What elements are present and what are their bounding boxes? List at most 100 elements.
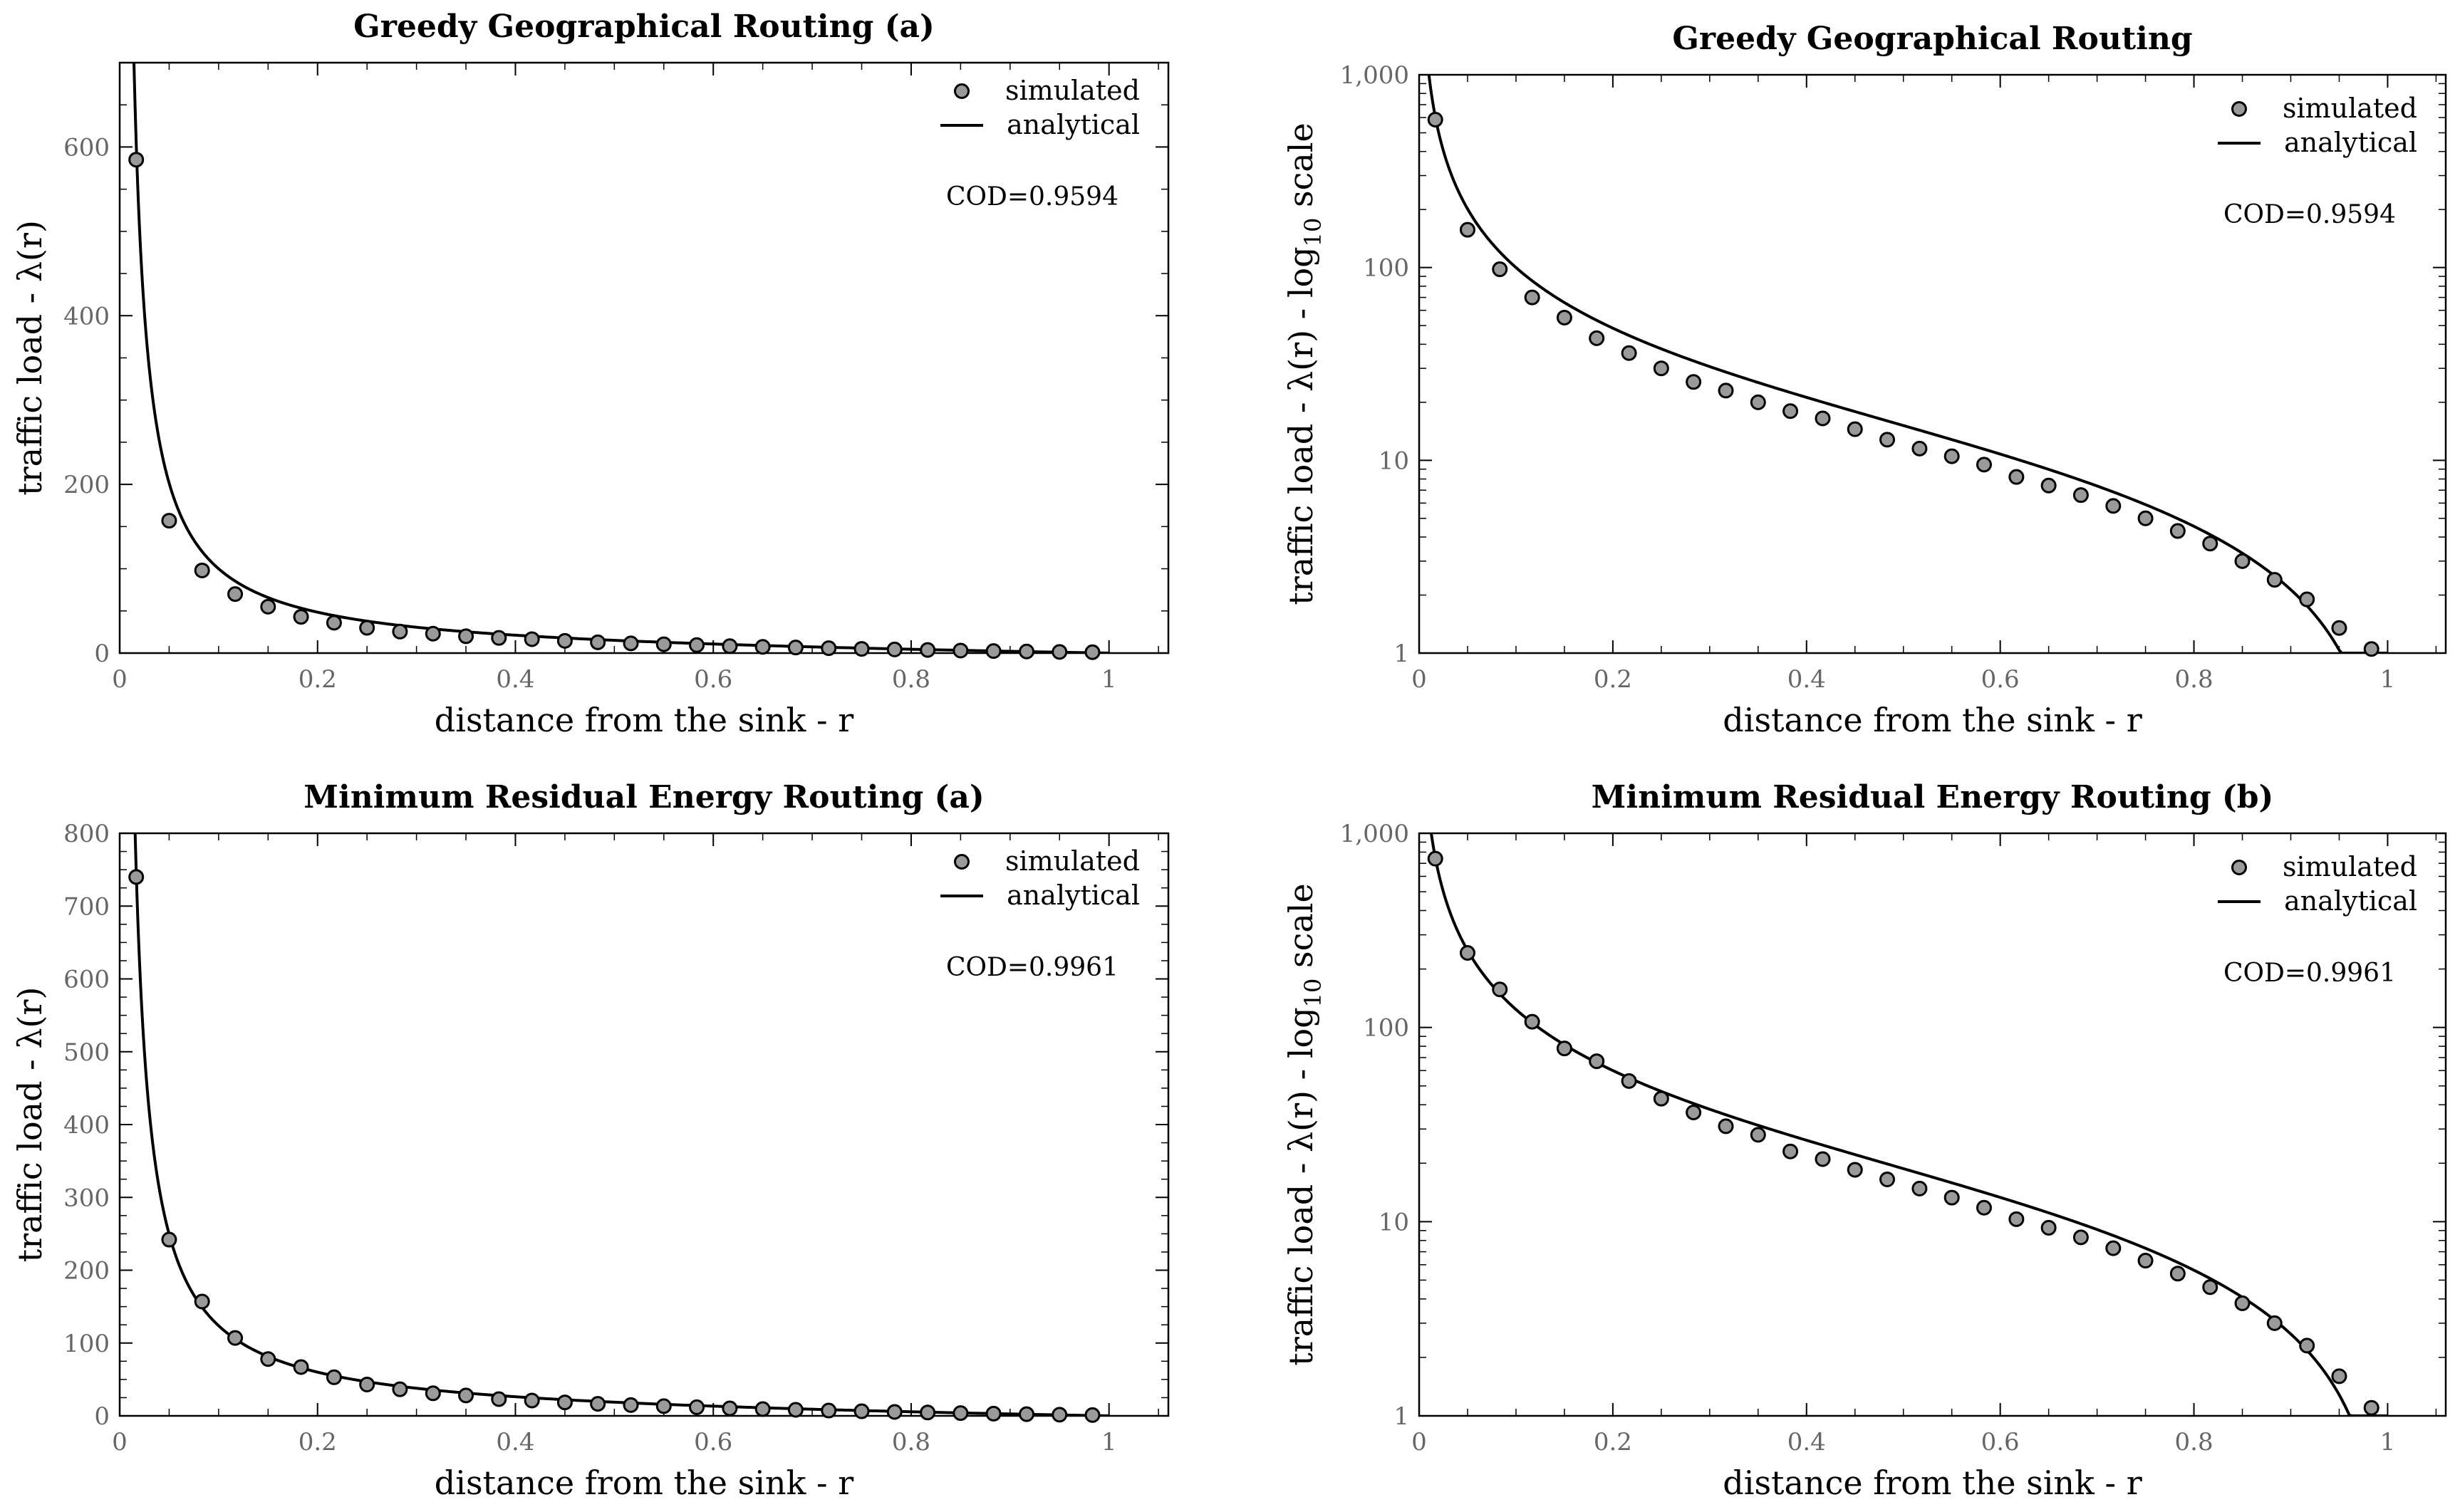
chart-1-simulated-point: [953, 642, 969, 659]
chart-3-x-tick-label: 0.4: [496, 1428, 534, 1456]
chart-3-simulated-point: [1019, 1406, 1035, 1422]
chart-4-simulated-point: [2105, 1240, 2122, 1256]
chart-4-x-tick-label: 0.4: [1787, 1428, 1826, 1456]
chart-1-y-axis-label: traffic load - λ(r): [11, 220, 49, 496]
chart-1-simulated-point: [853, 641, 870, 657]
chart-1-x-tick-label: 0.2: [299, 665, 337, 694]
chart-2-simulated-point: [1686, 374, 1702, 390]
chart-4-simulated-point: [1976, 1199, 1992, 1216]
chart-1-simulated-point: [556, 632, 573, 649]
chart-2-simulated-point: [1492, 261, 1508, 278]
chart-3-simulated-point: [392, 1381, 408, 1397]
chart-3-simulated-point: [689, 1399, 705, 1415]
chart-4-y-axis-label-sub: 10: [1299, 979, 1327, 1008]
chart-3-simulated-point: [821, 1402, 837, 1419]
chart-2-x-tick-label: 0.2: [1594, 665, 1632, 694]
chart-1-simulated-point: [787, 640, 804, 656]
chart-4-simulated-point: [1524, 1013, 1540, 1030]
chart-4-simulated-point: [1943, 1189, 1960, 1206]
chart-3-simulated-point: [754, 1401, 771, 1417]
chart-3-simulated-point: [853, 1403, 870, 1419]
chart-3-x-tick-label: 0.8: [892, 1428, 930, 1456]
chart-4-simulated-point: [2072, 1229, 2089, 1246]
chart-1-simulated-point: [689, 637, 705, 653]
chart-4-simulated-point: [1492, 981, 1508, 998]
chart-3-y-axis-label-main: traffic load - λ(r): [11, 987, 49, 1263]
chart-3-legend-label-analytical: analytical: [1007, 880, 1140, 911]
chart-4-x-tick-label: 0.6: [1981, 1428, 2020, 1456]
chart-4-x-tick-label: 1: [2380, 1428, 2396, 1456]
chart-4-y-axis-label: traffic load - λ(r) - log10 scale: [1282, 883, 1327, 1366]
chart-1-simulated-point: [1052, 644, 1068, 660]
chart-2-y-tick-label: 10: [1379, 447, 1409, 475]
chart-4-simulated-point: [1911, 1180, 1928, 1196]
chart-2-simulated-point: [1911, 440, 1928, 457]
chart-2-simulated-point: [2040, 477, 2057, 494]
chart-3-cod-annotation: COD=0.9961: [946, 953, 1118, 982]
chart-2-simulated-point: [2008, 469, 2025, 485]
chart-4-simulated-point: [1750, 1127, 1766, 1143]
chart-3-simulated-point: [194, 1293, 210, 1310]
chart-1-legend-label-analytical: analytical: [1007, 109, 1140, 140]
chart-2-simulated-point: [1556, 309, 1572, 325]
chart-2-simulated-point: [1815, 410, 1831, 427]
chart-3-y-tick-label: 0: [94, 1402, 110, 1431]
chart-4-simulated-point: [1782, 1143, 1799, 1159]
chart-2-cod-annotation: COD=0.9594: [2223, 200, 2396, 229]
chart-4-simulated-point: [2331, 1368, 2347, 1385]
chart-4-legend-label-analytical: analytical: [2284, 885, 2417, 917]
chart-1-simulated-point: [161, 513, 177, 529]
chart-3-simulated-point: [161, 1231, 177, 1248]
chart-1-x-tick-label: 0.6: [694, 665, 732, 694]
chart-4-simulated-point: [2234, 1295, 2251, 1311]
chart-2-simulated-point: [1782, 403, 1799, 419]
chart-1-cod-annotation: COD=0.9594: [946, 182, 1118, 212]
chart-3-simulated-point: [227, 1330, 244, 1346]
chart-2-x-tick-label: 0.8: [2175, 665, 2213, 694]
chart-2-simulated-point: [2363, 641, 2379, 657]
chart-2-y-tick-label: 1: [1393, 640, 1409, 668]
chart-2-simulated-point: [1589, 330, 1605, 346]
chart-4-title: Minimum Residual Energy Routing (b): [1592, 779, 2274, 815]
chart-1-x-axis-label: distance from the sink - r: [435, 701, 853, 739]
chart-4-simulated-point: [1621, 1073, 1637, 1089]
chart-4-y-tick-label: 1,000: [1340, 820, 1409, 848]
chart-1-simulated-point: [425, 625, 441, 642]
chart-4-legend-label-simulated: simulated: [2283, 851, 2417, 882]
chart-2-simulated-point: [2137, 510, 2154, 526]
chart-3-x-tick-label: 0.6: [694, 1428, 732, 1456]
chart-3-simulated-point: [590, 1396, 606, 1412]
chart-1-simulated-point: [590, 634, 606, 650]
chart-2-simulated-point: [1653, 360, 1669, 377]
chart-4-legend-marker-simulated: [2231, 860, 2247, 875]
chart-1-x-tick-label: 0.8: [892, 665, 930, 694]
chart-2-simulated-point: [2202, 536, 2218, 552]
chart-1-simulated-point: [655, 636, 672, 652]
chart-4-y-tick-label: 100: [1363, 1014, 1409, 1043]
chart-1-legend-marker-simulated: [954, 83, 970, 99]
chart-4-x-tick-label: 0.8: [2175, 1428, 2213, 1456]
chart-2-simulated-point: [1524, 289, 1540, 306]
chart-1-simulated-point: [458, 628, 474, 645]
chart-2-simulated-point: [1621, 345, 1637, 361]
chart-3-simulated-point: [1084, 1407, 1101, 1423]
chart-1-simulated-point: [821, 640, 837, 657]
chart-3-simulated-point: [293, 1359, 309, 1375]
chart-1-y-tick-label: 200: [63, 471, 110, 499]
chart-1-simulated-point: [392, 623, 408, 640]
chart-1-simulated-point: [260, 598, 276, 615]
chart-2: 0 0.2 0.4 0.6 0.8 1 1 10 100 1,000 Greedy Geograph…: [1282, 21, 2447, 739]
chart-2-y-axis-label-main: traffic load - λ(r) - log: [1282, 246, 1320, 605]
chart-2-x-tick-label: 0: [1411, 665, 1427, 694]
chart-2-simulated-point: [2299, 591, 2315, 608]
chart-4-simulated-point: [1718, 1118, 1734, 1135]
chart-2-legend-label-analytical: analytical: [2284, 127, 2417, 158]
chart-2-simulated-point: [2105, 498, 2122, 514]
chart-3-y-tick-label: 700: [63, 892, 110, 921]
chart-3-simulated-point: [953, 1405, 969, 1422]
chart-3-simulated-point: [556, 1394, 573, 1411]
chart-3-simulated-point: [1052, 1407, 1068, 1423]
chart-3: 0 0.2 0.4 0.6 0.8 1 0 100 200 300 400 500 600 700 800 M…: [11, 779, 1170, 1502]
chart-3-x-tick-label: 0: [112, 1428, 128, 1456]
